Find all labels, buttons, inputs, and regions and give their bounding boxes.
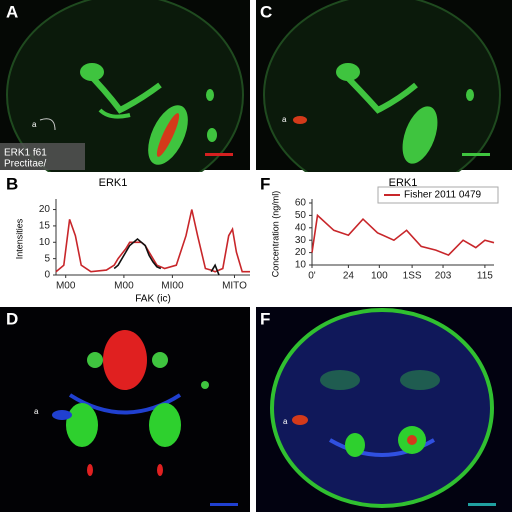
y-tick-label: 15 xyxy=(39,221,51,232)
y-tick-label: 5 xyxy=(44,253,50,264)
y-tick-label: 10 xyxy=(295,260,307,271)
panel-label: A xyxy=(6,2,18,21)
panel-label: B xyxy=(6,174,18,193)
chart-title: ERK1 xyxy=(389,177,418,189)
x-tick-label: MI00 xyxy=(161,281,184,292)
y-tick-label: 50 xyxy=(295,210,307,221)
y-axis-label: Intensities xyxy=(14,218,24,259)
y-tick-label: 20 xyxy=(295,247,307,258)
x-tick-label: M00 xyxy=(56,281,76,292)
marker-label: a xyxy=(32,120,37,129)
y-axis-label: Concentration (ng/ml) xyxy=(270,191,280,278)
x-tick-label: 100 xyxy=(371,271,388,282)
y-tick-label: 0 xyxy=(44,270,50,281)
marker-label: a xyxy=(283,417,288,426)
panel-label: D xyxy=(6,309,18,328)
x-tick-label: 115 xyxy=(477,271,493,282)
legend-box xyxy=(377,186,499,204)
y-tick-label: 60 xyxy=(295,198,307,209)
marker-label: a xyxy=(282,115,287,124)
x-axis-label: FAK (ic) xyxy=(135,294,171,305)
brain-image-f xyxy=(256,307,512,512)
y-tick-label: 40 xyxy=(295,222,307,233)
data-line xyxy=(55,209,250,273)
data-line xyxy=(311,213,495,257)
chart-b: 0 5 10 15 20 M00 M00 MI00 MITO ERK1 FAK (ic) Intens… xyxy=(14,177,250,305)
panel-label: F xyxy=(260,309,270,328)
panel-label: C xyxy=(260,2,272,21)
y-tick-label: 20 xyxy=(39,204,51,215)
brain-image-d xyxy=(0,307,250,512)
x-tick-label: 0' xyxy=(308,271,316,282)
data-line xyxy=(113,237,220,276)
chart-title: ERK1 xyxy=(99,177,128,189)
x-tick-label: 24 xyxy=(343,271,355,282)
marker-label: a xyxy=(34,407,39,416)
x-tick-label: 1SS xyxy=(403,271,422,282)
x-tick-label: M00 xyxy=(114,281,134,292)
overlay-text: Prectitae/ xyxy=(4,159,46,170)
x-tick-label: MITO xyxy=(222,281,247,292)
brain-image-a xyxy=(0,0,250,196)
y-tick-label: 30 xyxy=(295,235,307,246)
legend-label: Fisher 2011 0479 xyxy=(404,190,482,201)
y-tick-label: 10 xyxy=(39,237,51,248)
x-tick-label: 203 xyxy=(435,271,452,282)
brain-image-c xyxy=(256,0,512,196)
panel-label: F xyxy=(260,174,270,193)
overlay-text: ERK1 f61 xyxy=(4,148,47,159)
